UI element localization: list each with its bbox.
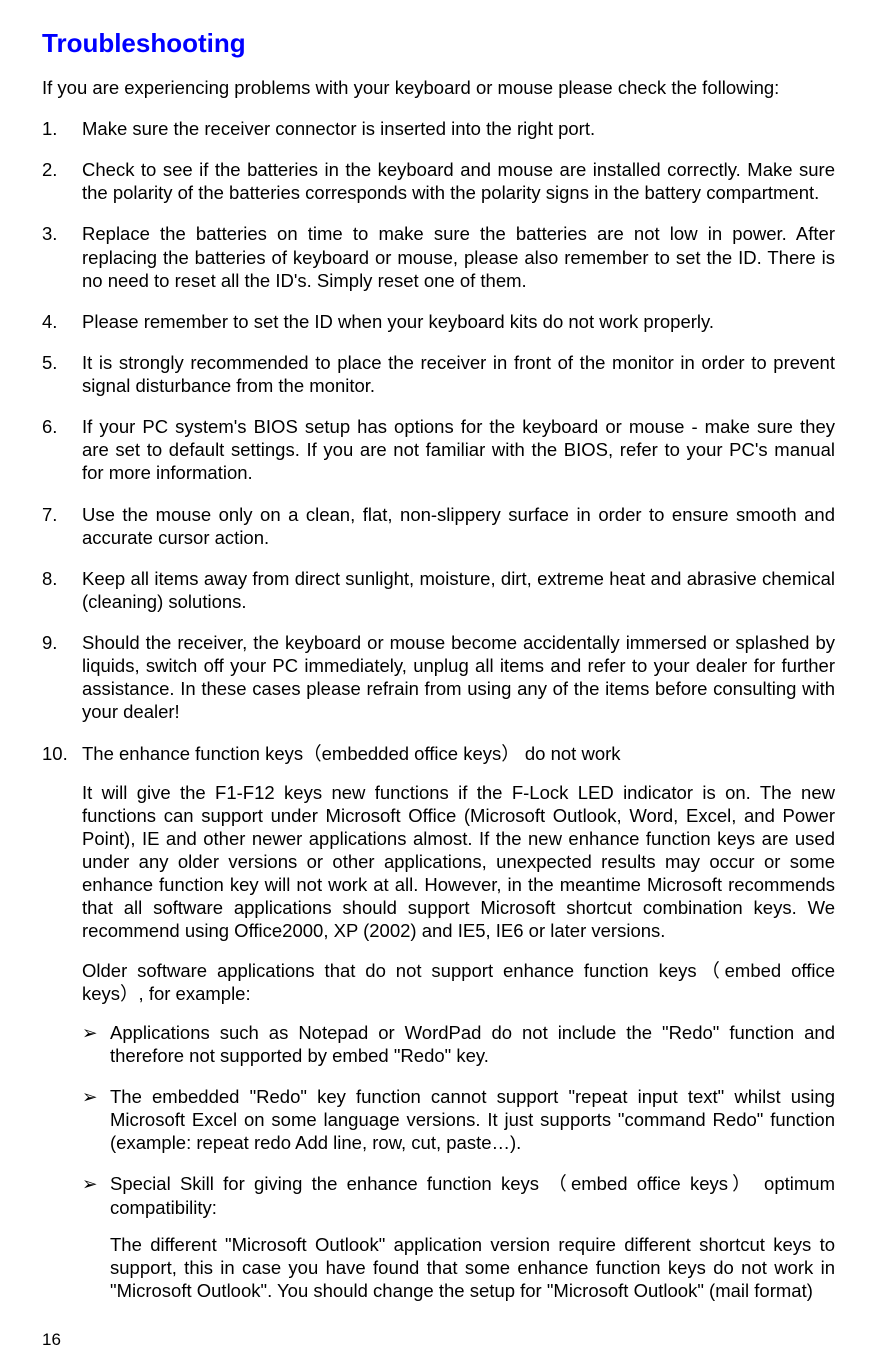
intro-paragraph: If you are experiencing problems with yo… [42,77,835,99]
list-item: Keep all items away from direct sunlight… [42,567,835,613]
troubleshoot-list: Make sure the receiver connector is inse… [42,117,835,1302]
list-item: If your PC system's BIOS setup has optio… [42,415,835,484]
item10-para1: It will give the F1-F12 keys new functio… [82,781,835,943]
bullet-item: Applications such as Notepad or WordPad … [82,1021,835,1067]
list-item: Please remember to set the ID when your … [42,310,835,333]
item10-para2: Older software applications that do not … [82,959,835,1005]
list-item: Should the receiver, the keyboard or mou… [42,631,835,724]
bullet3-body: The different "Microsoft Outlook" applic… [110,1233,835,1302]
bullet3-heading: Special Skill for giving the enhance fun… [110,1173,835,1217]
page-title: Troubleshooting [42,28,835,59]
item10-heading: The enhance function keys（embedded offic… [82,743,621,764]
list-item: It is strongly recommended to place the … [42,351,835,397]
bullet-list: Applications such as Notepad or WordPad … [82,1021,835,1302]
list-item: Replace the batteries on time to make su… [42,222,835,291]
list-item: Check to see if the batteries in the key… [42,158,835,204]
page-container: Troubleshooting If you are experiencing … [0,0,877,1370]
page-number: 16 [42,1330,835,1350]
list-item-10: The enhance function keys（embedded offic… [42,742,835,1303]
bullet-item: The embedded "Redo" key function cannot … [82,1085,835,1154]
list-item: Make sure the receiver connector is inse… [42,117,835,140]
bullet-item-special: Special Skill for giving the enhance fun… [82,1172,835,1302]
list-item: Use the mouse only on a clean, flat, non… [42,503,835,549]
